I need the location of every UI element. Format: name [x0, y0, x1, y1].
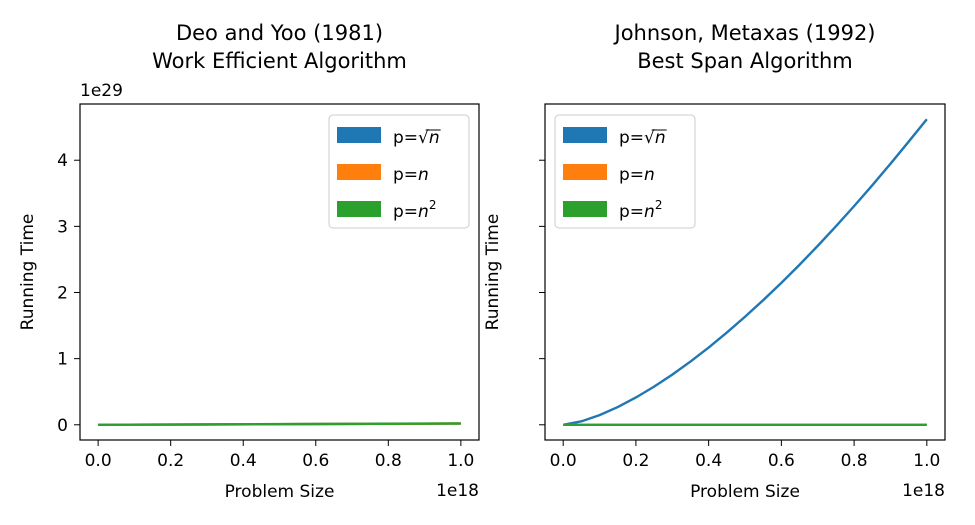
legend-label: p=n — [393, 165, 429, 185]
x-tick-label: 0.6 — [768, 451, 795, 471]
y-tick-label: 3 — [57, 217, 68, 237]
legend-label: p=√n — [393, 128, 440, 148]
legend-label: p=n — [619, 165, 655, 185]
legend-swatch — [337, 127, 381, 143]
legend: p=√np=np=n2 — [554, 114, 696, 229]
x-tick-label: 0.6 — [302, 451, 329, 471]
x-tick-label: 0.4 — [230, 451, 257, 471]
chart-title-line1: Deo and Yoo (1981) — [176, 21, 383, 45]
chart-title-line1: Johnson, Metaxas (1992) — [613, 21, 876, 45]
axes-frame — [544, 103, 946, 441]
legend-swatch — [563, 201, 607, 217]
axes-frame — [79, 103, 480, 441]
x-axis-label: Problem Size — [690, 482, 800, 502]
x-tick-label: 0.0 — [550, 451, 577, 471]
y-tick-label: 4 — [57, 151, 68, 171]
y-tick-label: 0 — [57, 416, 68, 436]
y-axis-label: Running Time — [483, 214, 503, 331]
legend-label: p=√n — [619, 128, 666, 148]
y-tick-label: 1 — [57, 350, 68, 370]
legend-swatch — [563, 164, 607, 180]
x-axis-label: Problem Size — [225, 482, 335, 502]
legend-swatch — [337, 201, 381, 217]
chart-title-line2: Work Efficient Algorithm — [152, 49, 407, 73]
x-tick-label: 0.2 — [622, 451, 649, 471]
x-tick-label: 0.4 — [695, 451, 722, 471]
chart-title-line2: Best Span Algorithm — [637, 49, 853, 73]
subplot-1: Deo and Yoo (1981) Work Efficient Algorit… — [18, 21, 480, 502]
series-line-3 — [98, 422, 461, 426]
legend-swatch — [563, 127, 607, 143]
x-tick-label: 0.8 — [841, 451, 868, 471]
subplot-2: Johnson, Metaxas (1992) Best Span Algorit… — [483, 21, 946, 502]
x-offset-label: 1e18 — [902, 481, 945, 501]
x-tick-label: 0.2 — [157, 451, 184, 471]
series-line-1 — [562, 118, 928, 426]
y-tick-label: 2 — [57, 284, 68, 304]
y-offset-label: 1e29 — [80, 81, 123, 101]
y-axis-label: Running Time — [18, 214, 38, 331]
x-tick-label: 0.0 — [85, 451, 112, 471]
x-tick-label: 1.0 — [447, 451, 474, 471]
x-tick-label: 1.0 — [913, 451, 940, 471]
x-offset-label: 1e18 — [436, 481, 479, 501]
legend-box — [328, 114, 470, 229]
legend-box — [554, 114, 696, 229]
legend-swatch — [337, 164, 381, 180]
legend: p=√np=np=n2 — [328, 114, 470, 229]
x-tick-label: 0.8 — [375, 451, 402, 471]
